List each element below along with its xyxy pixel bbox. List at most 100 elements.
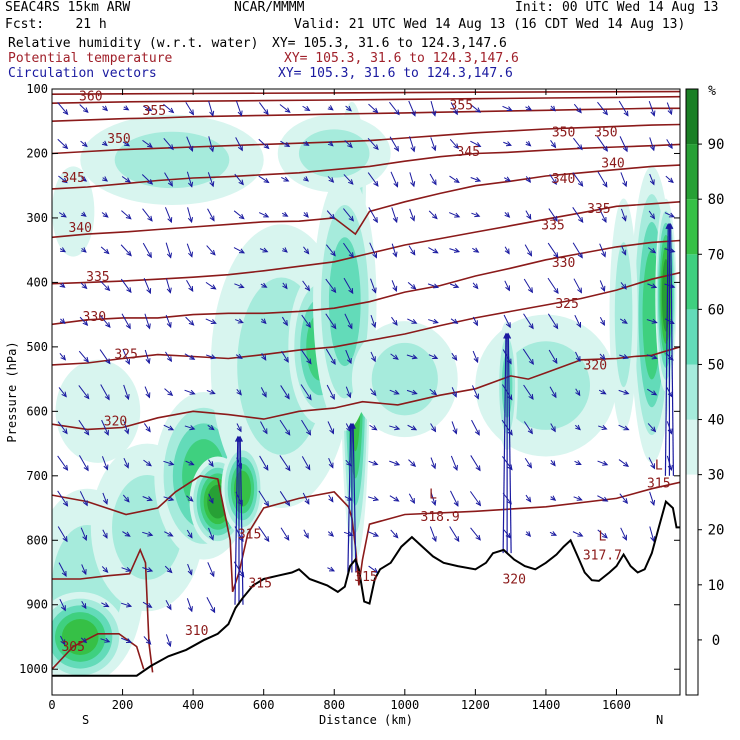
- vector-18-460: [450, 318, 458, 324]
- vector-18-130: [450, 102, 458, 115]
- vector-5-955: [165, 634, 171, 647]
- vector-16-460: [407, 318, 417, 324]
- vector-16-735-head: [410, 497, 415, 504]
- vector-17-790-head: [431, 536, 437, 543]
- vector-26-625-head: [650, 426, 657, 433]
- vector-16-350: [408, 245, 416, 255]
- vector-26-735: [649, 491, 655, 506]
- theta-contour-305: [52, 632, 145, 670]
- vector-13-515-head: [346, 358, 352, 365]
- vector-4-295-head: [147, 215, 153, 222]
- vector-6-900-head: [187, 606, 193, 613]
- vector-23-240-head: [577, 180, 584, 187]
- vector-23-295-head: [578, 217, 584, 224]
- terrain-layer: [52, 499, 680, 677]
- colorbar-swatch-20: [686, 474, 698, 530]
- vector-26-130-head: [650, 110, 656, 117]
- vector-27-130: [666, 102, 673, 115]
- vector-3-350-head: [126, 250, 132, 257]
- vector-17-185: [430, 137, 436, 151]
- vector-1-845: [81, 564, 87, 575]
- colorbar-swatch-50: [686, 309, 698, 365]
- vector-9-570-head: [261, 391, 267, 398]
- vector-6-130-head: [188, 109, 195, 116]
- vector-0-900-head: [60, 605, 66, 612]
- vector-20-460: [503, 314, 511, 328]
- vector-7-515-head: [210, 354, 217, 360]
- vector-5-900: [165, 599, 172, 610]
- vector-15-625: [389, 425, 400, 430]
- vector-8-845-head: [239, 571, 245, 578]
- vector-4-680: [143, 459, 152, 467]
- vector-19-570-head: [474, 393, 479, 400]
- vector-4-350: [142, 242, 152, 258]
- vector-12-845-head: [329, 566, 336, 572]
- vector-19-350-head: [473, 247, 480, 253]
- vector-0-185-head: [62, 143, 69, 150]
- vector-10-570: [280, 385, 290, 399]
- forecast-hour: Fcst: 21 h: [5, 17, 107, 32]
- vector-22-625-head: [550, 426, 556, 433]
- colorbar-swatch--10: [686, 639, 698, 695]
- vector-0-900: [59, 598, 66, 611]
- vector-1-625-head: [84, 429, 90, 436]
- vector-9-295: [258, 212, 269, 218]
- vector-1-625: [78, 419, 90, 436]
- theta-contour-355: [52, 107, 680, 122]
- vector-0-130-head: [62, 109, 69, 116]
- vector-1-955-head: [81, 637, 88, 644]
- vector-7-460: [205, 318, 216, 324]
- theta-label-14: 330: [83, 310, 106, 325]
- vector-26-735-head: [650, 499, 656, 506]
- vector-7-185-head: [209, 146, 215, 153]
- vector-5-460: [165, 314, 172, 328]
- vector-18-570-head: [452, 391, 457, 398]
- vector-8-405: [234, 283, 244, 288]
- colorbar-tick-label: 0: [712, 633, 720, 649]
- vector-6-240-head: [188, 181, 194, 188]
- vector-16-130-head: [410, 110, 416, 117]
- vector-26-240-head: [649, 179, 655, 186]
- vector-21-185-head: [525, 140, 532, 147]
- vector-25-240: [620, 172, 627, 187]
- vector-19-130: [470, 104, 481, 113]
- vector-0-625: [57, 421, 68, 434]
- vector-23-185-head: [577, 144, 583, 151]
- vector-2-845: [101, 566, 108, 573]
- theta-label-2: 355: [450, 99, 473, 114]
- theta-label-18: 320: [104, 415, 127, 430]
- x-tick-label: 0: [48, 698, 55, 712]
- vector-12-460-head: [331, 323, 337, 330]
- vector-17-405: [427, 283, 439, 288]
- vector-6-680-head: [188, 460, 195, 466]
- vector-2-735: [102, 492, 108, 505]
- theta-label-12: 335: [587, 202, 610, 217]
- rh-blob-12-level-40: [501, 341, 591, 430]
- below-ground-fill: [52, 501, 680, 695]
- vector-1-900: [81, 601, 87, 609]
- updraft-3--4: [664, 224, 669, 476]
- vector-4-900: [142, 601, 152, 608]
- vector-14-295-head: [372, 217, 378, 224]
- vector-0-955: [60, 635, 66, 645]
- vector-9-515: [261, 352, 267, 361]
- vector-25-570-head: [623, 389, 630, 395]
- vector-5-735-head: [168, 496, 175, 502]
- vector-9-295-head: [263, 212, 270, 218]
- vector-11-350: [303, 246, 309, 254]
- vector-25-625: [618, 424, 629, 431]
- vector-1-185: [80, 140, 88, 147]
- vector-10-515: [281, 350, 289, 363]
- theta-label-27: L: [429, 487, 437, 502]
- vector-9-185-head: [263, 143, 270, 150]
- vector-2-405: [99, 280, 110, 291]
- vector-4-515-head: [145, 358, 151, 365]
- vector-26-350-head: [650, 248, 657, 254]
- vector-11-350-head: [303, 248, 310, 255]
- vector-10-625: [279, 419, 291, 436]
- vector-11-515-head: [306, 358, 312, 365]
- vector-7-240: [207, 172, 214, 187]
- vector-10-405-head: [282, 283, 288, 290]
- vector-22-185-head: [550, 142, 557, 149]
- vector-5-460-head: [166, 322, 172, 329]
